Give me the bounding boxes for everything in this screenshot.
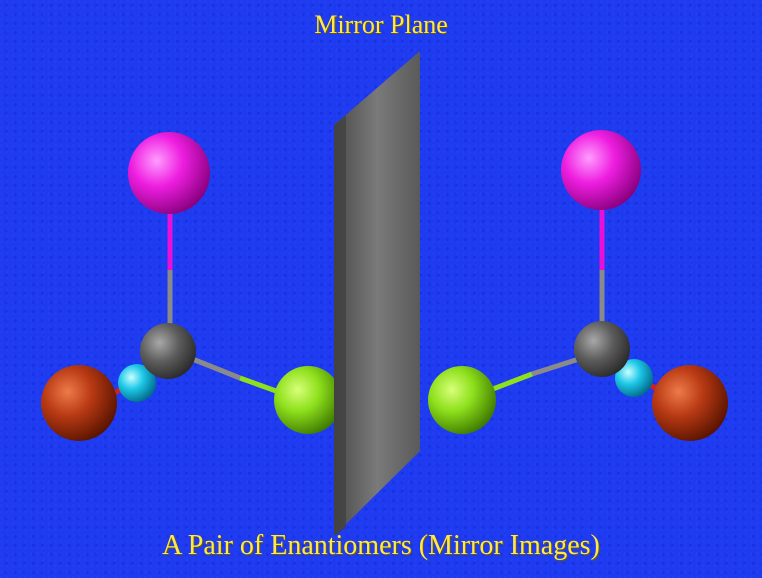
right-green-atom: [428, 366, 496, 434]
diagram-caption: A Pair of Enantiomers (Mirror Images): [162, 530, 600, 561]
left-magenta-atom: [128, 132, 210, 214]
left-molecule: [41, 132, 342, 441]
left-cyan-atom: [118, 364, 156, 402]
bond-carbon-green: [531, 355, 583, 377]
left-orange-atom: [41, 365, 117, 441]
right-orange-atom: [652, 365, 728, 441]
right-molecule: [428, 130, 728, 441]
left-green-atom: [274, 366, 342, 434]
mirror-plane-surface: [334, 51, 420, 536]
right-carbon-atom: [574, 321, 630, 377]
bond-carbon-green: [189, 355, 241, 381]
mirror-plane-edge: [334, 115, 346, 536]
right-cyan-atom: [615, 359, 653, 397]
right-magenta-atom: [561, 130, 641, 210]
mirror-plane-label: Mirror Plane: [314, 10, 448, 39]
mirror-plane: [334, 51, 420, 536]
left-carbon-atom: [140, 323, 196, 379]
